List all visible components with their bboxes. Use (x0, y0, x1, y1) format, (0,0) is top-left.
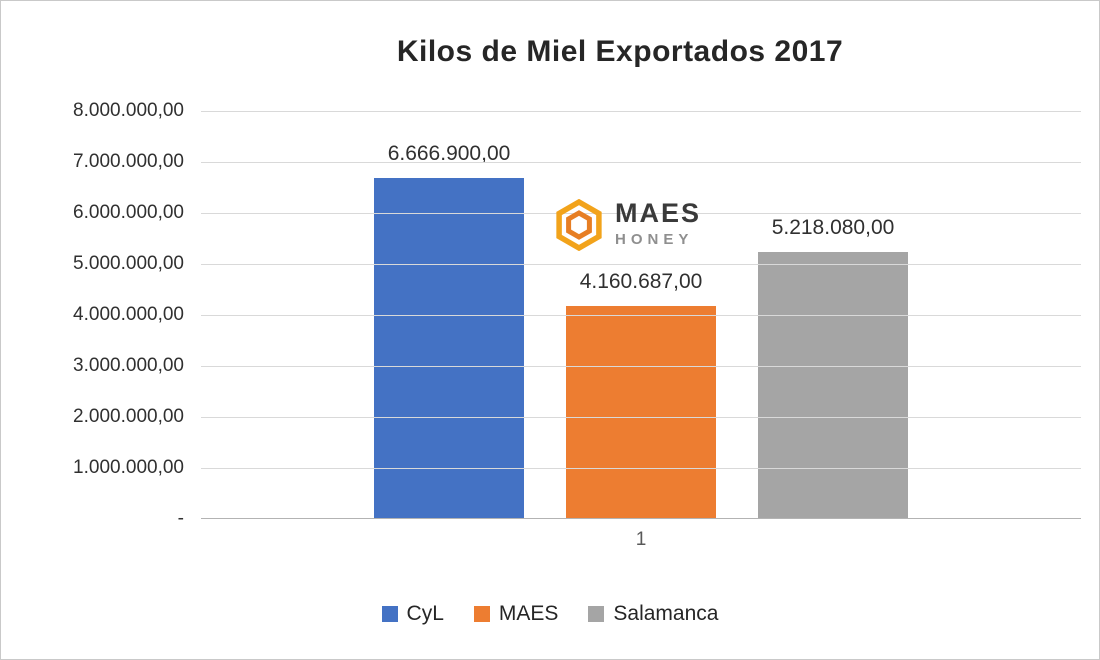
legend-label: CyL (406, 602, 444, 625)
gridline (201, 417, 1081, 418)
hexagon-honeycomb-icon (556, 199, 602, 251)
bars: 6.666.900,00 4.160.687,00 5.218.080,00 (201, 111, 1081, 518)
legend-item-maes: MAES (473, 602, 559, 626)
gridline (201, 111, 1081, 112)
legend: CyL MAES Salamanca (1, 602, 1099, 626)
maes-honey-logo: MAES HONEY (553, 199, 701, 251)
gridline (201, 264, 1081, 265)
legend-swatch (588, 606, 605, 622)
bar-maes: 4.160.687,00 (566, 270, 716, 518)
y-tick-label: 7.000.000,00 (73, 151, 184, 172)
y-tick-label: 1.000.000,00 (73, 457, 184, 478)
y-tick-label: 3.000.000,00 (73, 355, 184, 376)
bar-value-label: 6.666.900,00 (387, 142, 511, 165)
gridline (201, 162, 1081, 163)
logo-brand: MAES (615, 198, 702, 228)
legend-label: MAES (498, 602, 559, 625)
gridline (201, 366, 1081, 367)
y-tick-label: 5.000.000,00 (73, 253, 184, 274)
gridline (201, 315, 1081, 316)
logo-text: MAES HONEY (615, 198, 702, 249)
gridline (201, 213, 1081, 214)
legend-item-cyl: CyL (381, 602, 444, 626)
legend-item-salamanca: Salamanca (588, 602, 718, 626)
legend-swatch (381, 606, 398, 622)
chart-title: Kilos de Miel Exportados 2017 (396, 35, 844, 68)
y-tick-label: - (177, 508, 184, 529)
y-tick-label: 6.000.000,00 (73, 202, 184, 223)
y-tick-label: 4.000.000,00 (73, 304, 184, 325)
legend-label: Salamanca (613, 602, 719, 625)
bar-cyl: 6.666.900,00 (374, 142, 524, 518)
y-tick-label: 8.000.000,00 (73, 100, 184, 121)
y-tick-label: 2.000.000,00 (73, 406, 184, 427)
bar-salamanca: 5.218.080,00 (758, 216, 908, 518)
legend-swatch (473, 606, 490, 622)
gridline (201, 468, 1081, 469)
plot-area: 6.666.900,00 4.160.687,00 5.218.080,00 (201, 111, 1081, 519)
logo-subtitle: HONEY (615, 231, 694, 249)
bar-value-label: 5.218.080,00 (771, 216, 895, 239)
x-tick-label: 1 (635, 529, 647, 550)
bar-value-label: 4.160.687,00 (579, 270, 703, 293)
